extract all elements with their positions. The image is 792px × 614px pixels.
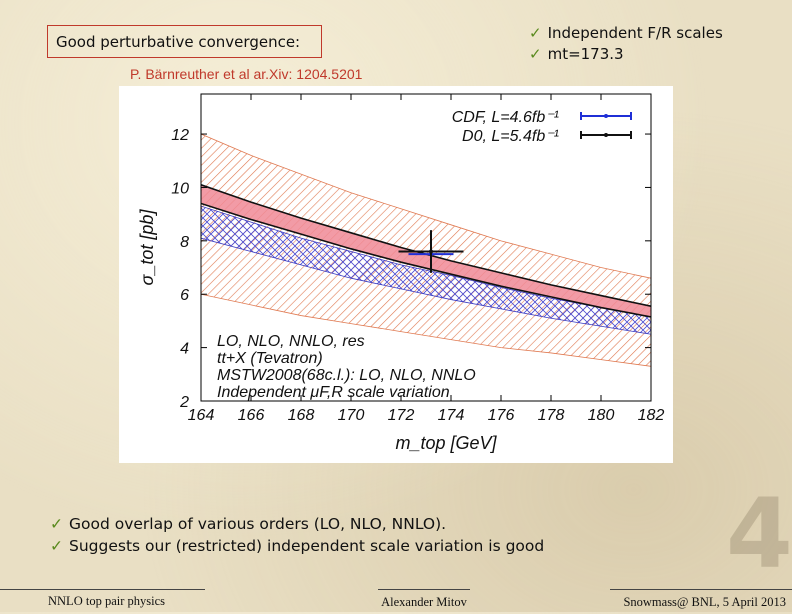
x-tick-label: 166 (238, 407, 265, 424)
x-axis-label: m_top [GeV] (395, 433, 497, 453)
x-tick-label: 178 (538, 407, 565, 424)
check-item-scales: ✓ Independent F/R scales (529, 23, 723, 44)
slide-number: 4 (726, 478, 792, 590)
plot-svg: 164 166 168 170 172 174 176 178 180 182 2 4 6 8 10 12 m_… (137, 93, 665, 453)
checkmark-icon: ✓ (529, 45, 542, 63)
lo-band-lower-edge (201, 293, 651, 367)
footer-left: NNLO top pair physics (48, 594, 165, 608)
y-tick-label: 6 (180, 287, 189, 304)
checkmark-icon: ✓ (529, 24, 542, 42)
y-tick-label: 10 (171, 180, 189, 197)
footer-author: Alexander Mitov (378, 589, 470, 613)
footer: NNLO top pair physics Alexander Mitov Sn… (0, 589, 792, 612)
legend-measurement-marker (604, 114, 608, 118)
top-check-list: ✓ Independent F/R scales ✓ mt=173.3 (529, 23, 723, 65)
nlo-band (201, 206, 651, 335)
boxed-title: Good perturbative convergence: (47, 25, 322, 58)
bottom-check-list: ✓ Good overlap of various orders (LO, NLO… (50, 513, 544, 557)
measurement-point (429, 249, 433, 254)
check-item-text: Independent F/R scales (547, 24, 723, 42)
nnlo-band (201, 184, 651, 317)
legend-measurement-marker (604, 133, 608, 137)
checkmark-icon: ✓ (50, 537, 63, 555)
cross-section-plot: 164 166 168 170 172 174 176 178 180 182 2 4 6 8 10 12 m_… (119, 86, 673, 463)
lo-band-upper-edge (201, 133, 651, 279)
legend-measurement-label: D0, L=5.4fb⁻¹ (462, 128, 559, 145)
y-axis-label: σ_tot [pb] (137, 209, 157, 286)
y-tick-label: 2 (179, 394, 189, 411)
x-tick-label: 176 (488, 407, 515, 424)
nlo-band-lower-edge (201, 237, 651, 335)
bottom-check-overlap: ✓ Good overlap of various orders (LO, NLO… (50, 513, 544, 535)
footer-right: Snowmass@ BNL, 5 April 2013 (610, 589, 792, 612)
footer-rule-left (0, 589, 205, 590)
y-tick-label: 4 (180, 341, 189, 358)
check-item-text: mt=173.3 (547, 45, 624, 63)
plot-frame (200, 93, 652, 402)
legend-text-line: LO, NLO, NNLO, res (217, 333, 365, 350)
x-tick-label: 172 (388, 407, 415, 424)
legend-text-line: Independent μF,R scale variation (217, 384, 450, 401)
check-item-mt: ✓ mt=173.3 (529, 44, 723, 65)
y-tick-label: 12 (171, 127, 189, 144)
legend-text-line: MSTW2008(68c.l.): LO, NLO, NNLO (217, 367, 476, 384)
legend-measurement-label: CDF, L=4.6fb⁻¹ (452, 109, 559, 126)
x-tick-label: 174 (438, 407, 465, 424)
citation: P. Bärnreuther et al ar.Xiv: 1204.5201 (130, 66, 363, 82)
x-tick-label: 168 (288, 407, 315, 424)
checkmark-icon: ✓ (50, 515, 63, 533)
legend-text-line: tt+X (Tevatron) (217, 350, 323, 367)
x-tick-label: 182 (638, 407, 665, 424)
x-tick-label: 170 (338, 407, 365, 424)
x-tick-label: 180 (588, 407, 615, 424)
check-item-text: Suggests our (restricted) independent sc… (69, 537, 545, 555)
bottom-check-scale: ✓ Suggests our (restricted) independent s… (50, 535, 544, 557)
x-tick-label: 164 (188, 407, 215, 424)
y-tick-label: 8 (180, 234, 189, 251)
nnlo-band-lower-edge (201, 202, 651, 318)
check-item-text: Good overlap of various orders (LO, NLO,… (69, 515, 447, 533)
